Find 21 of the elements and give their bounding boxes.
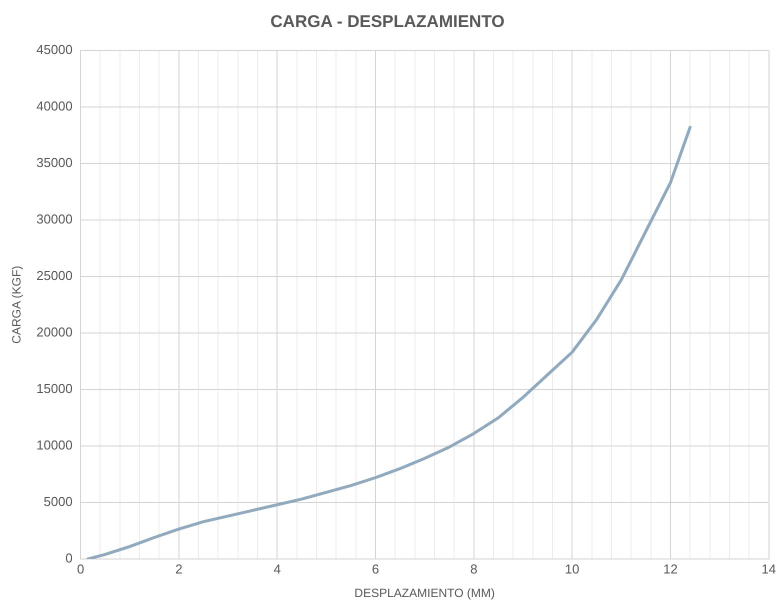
y-tick-label: 40000	[36, 98, 73, 114]
y-axis-title: CARGA (KGF)	[10, 266, 24, 344]
y-tick-label: 35000	[36, 155, 73, 170]
x-tick-label: 0	[76, 561, 84, 576]
y-tick-label: 0	[65, 550, 73, 566]
x-tick-label: 2	[175, 561, 182, 576]
x-tick-label: 10	[564, 561, 580, 576]
x-tick-label: 8	[470, 561, 478, 576]
y-tick-label: 30000	[36, 212, 73, 227]
y-tick-label: 25000	[36, 268, 73, 284]
y-tick-label: 5000	[44, 494, 73, 510]
x-tick-label: 4	[274, 561, 281, 576]
x-axis-title: DESPLAZAMIENTO (MM)	[354, 586, 495, 600]
y-tick-label: 45000	[36, 42, 73, 57]
chart-title: CARGA - DESPLAZAMIENTO	[270, 12, 505, 31]
x-tick-label: 14	[762, 561, 776, 576]
y-tick-label: 15000	[36, 381, 73, 396]
y-tick-label: 20000	[36, 324, 73, 340]
x-tick-label: 12	[663, 561, 678, 576]
y-tick-label: 10000	[36, 438, 73, 453]
x-tick-label: 6	[372, 561, 380, 576]
